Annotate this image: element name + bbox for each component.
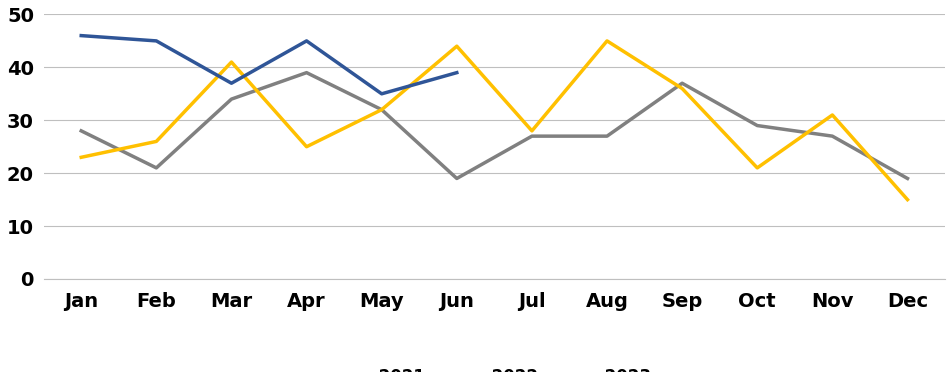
- Legend: —2021, —2022, —2023: —2021, —2022, —2023: [330, 362, 658, 372]
